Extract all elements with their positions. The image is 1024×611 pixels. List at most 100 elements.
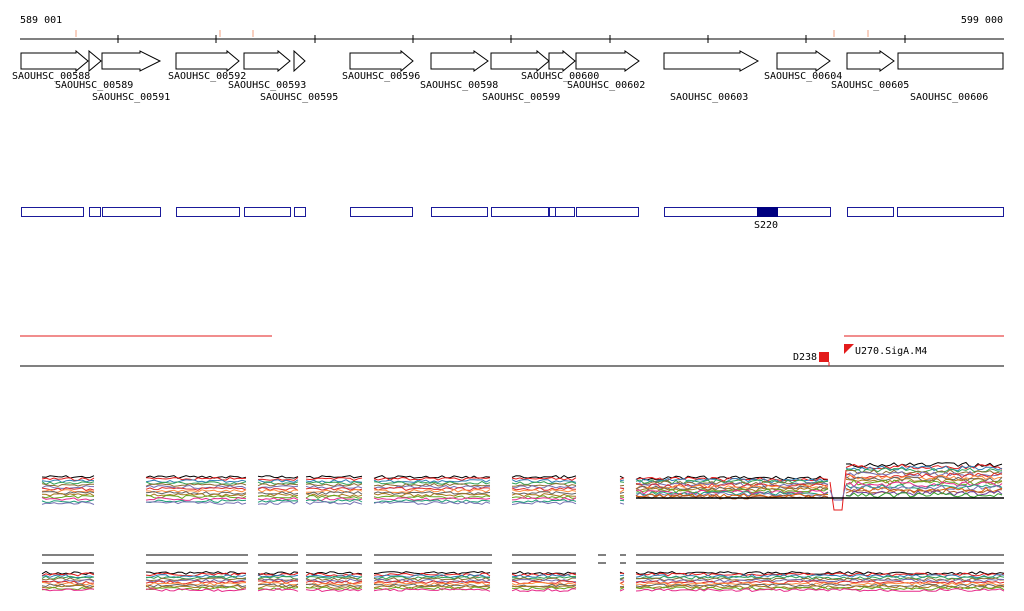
downstream-marker-d238[interactable] [819, 352, 829, 362]
expression-line [636, 575, 1005, 580]
expression-line [305, 485, 363, 489]
transcript-segment[interactable] [431, 207, 488, 217]
expression-line [845, 461, 1003, 468]
gene-label: SAOUHSC_00602 [567, 80, 645, 91]
expression-line [145, 582, 247, 586]
expression-cluster [619, 571, 625, 592]
gene-saouhsc_00600[interactable]: SAOUHSC_00600 [521, 49, 599, 82]
transcript-segment[interactable] [294, 207, 306, 217]
transcript-segment[interactable] [491, 207, 549, 217]
gene-arrow[interactable] [293, 49, 306, 73]
transcript-segment[interactable] [897, 207, 1004, 217]
transcript-segment[interactable] [664, 207, 831, 217]
segment-s220[interactable] [757, 207, 778, 217]
gene-arrow[interactable] [897, 52, 1004, 70]
expression-line [305, 572, 363, 577]
gene-arrow[interactable] [243, 49, 291, 73]
gene-arrow[interactable] [20, 49, 89, 73]
expression-line [511, 585, 577, 589]
segment-track [21, 207, 1004, 217]
gene-saouhsc_00602[interactable]: SAOUHSC_00602 [567, 50, 645, 91]
transcript-segment[interactable] [847, 207, 894, 217]
gene-saouhsc_00606[interactable]: SAOUHSC_00606 [897, 52, 1004, 103]
expression-line [619, 481, 625, 483]
expression-line [619, 496, 625, 498]
axis-ticks [75, 30, 906, 43]
expression-line [41, 495, 95, 499]
expression-line [619, 491, 625, 494]
expression-line [373, 580, 491, 585]
gene-arrow[interactable] [490, 49, 550, 73]
gene-saouhsc_00603[interactable]: SAOUHSC_00603 [663, 50, 760, 103]
expression-line [41, 481, 95, 485]
expression-line [635, 493, 829, 499]
gene-label: SAOUHSC_00595 [260, 92, 338, 103]
gene-saouhsc_00591[interactable]: SAOUHSC_00591 [92, 50, 170, 103]
expression-line [373, 488, 491, 494]
expression-line [257, 486, 299, 491]
transcript-segment[interactable] [576, 207, 639, 217]
gene-saouhsc_00592[interactable]: SAOUHSC_00592 [168, 49, 246, 82]
gene-saouhsc_00593[interactable]: SAOUHSC_00593 [228, 49, 306, 91]
gene-label: SAOUHSC_00598 [420, 80, 498, 91]
gene-saouhsc_00599[interactable]: SAOUHSC_00599 [482, 49, 560, 103]
gene-arrow[interactable] [349, 49, 414, 73]
expression-line [373, 583, 490, 588]
expression-line [845, 465, 1003, 472]
gene-saouhsc_00598[interactable]: SAOUHSC_00598 [420, 50, 498, 91]
transcript-segment[interactable] [176, 207, 240, 217]
gene-arrow[interactable] [846, 50, 895, 72]
expression-line [305, 582, 363, 586]
transcript-segment[interactable] [89, 207, 101, 217]
expression-line [305, 577, 363, 582]
transcript-segment[interactable] [21, 207, 84, 217]
gene-label: SAOUHSC_00588 [12, 71, 90, 82]
gene-saouhsc_00589[interactable]: SAOUHSC_00589 [55, 49, 133, 91]
gene-arrow[interactable] [776, 50, 831, 72]
gene-arrow[interactable] [663, 50, 760, 72]
expression-line [511, 588, 577, 593]
expression-line [41, 483, 95, 487]
expression-cluster [145, 475, 247, 505]
transcript-segment[interactable] [549, 207, 556, 217]
expression-line [373, 476, 491, 481]
transcript-segment[interactable] [244, 207, 291, 217]
expression-line [619, 574, 625, 577]
gene-saouhsc_00588[interactable]: SAOUHSC_00588 [12, 49, 90, 82]
expression-line [619, 477, 625, 480]
gene-arrow[interactable] [575, 50, 640, 72]
expression-line [305, 500, 363, 505]
expression-line [373, 584, 491, 589]
expression-dip [829, 484, 847, 501]
expression-line [257, 574, 299, 578]
gene-arrow[interactable] [175, 49, 240, 73]
expression-line [41, 499, 95, 504]
expression-line [619, 582, 625, 586]
transcript-segment[interactable] [555, 207, 575, 217]
gene-arrow[interactable] [548, 49, 576, 73]
expression-line [511, 500, 577, 505]
gene-label: SAOUHSC_00589 [55, 80, 133, 91]
expression-line [511, 586, 577, 591]
expression-line [41, 501, 95, 505]
gene-label: SAOUHSC_00606 [910, 92, 988, 103]
expression-line [41, 497, 95, 501]
gene-arrow[interactable] [101, 50, 162, 72]
expression-line [257, 485, 299, 489]
gene-arrow[interactable] [430, 50, 489, 72]
expression-line [511, 575, 577, 580]
expression-line [305, 475, 363, 479]
expression-line [41, 486, 95, 492]
gene-saouhsc_00604[interactable]: SAOUHSC_00604 [764, 50, 842, 82]
expression-line [145, 580, 247, 585]
gene-arrow[interactable] [88, 49, 102, 73]
transcript-segment[interactable] [350, 207, 413, 217]
expression-line [511, 493, 577, 498]
gene-saouhsc_00595[interactable]: SAOUHSC_00595 [260, 49, 338, 103]
expression-line [258, 580, 299, 585]
gene-saouhsc_00605[interactable]: SAOUHSC_00605 [831, 50, 909, 91]
transcript-segment[interactable] [102, 207, 161, 217]
promoter-flag-u270[interactable] [844, 344, 854, 366]
gene-saouhsc_00596[interactable]: SAOUHSC_00596 [342, 49, 420, 82]
expression-line [845, 488, 1003, 495]
